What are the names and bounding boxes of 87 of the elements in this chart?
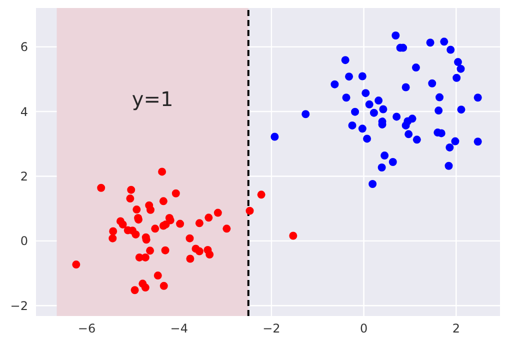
point (132, 206, 141, 214)
point (166, 216, 174, 224)
point (151, 224, 160, 233)
point (444, 162, 453, 170)
point (159, 197, 168, 206)
point (412, 136, 421, 144)
point (302, 110, 310, 118)
point (428, 79, 436, 88)
point (452, 74, 461, 82)
point (370, 108, 378, 117)
point (72, 260, 80, 269)
point (172, 189, 180, 198)
point (270, 132, 279, 141)
point (365, 100, 374, 108)
point (126, 194, 134, 203)
point (388, 158, 397, 166)
x-tick-label: 2 (452, 322, 460, 336)
point (118, 220, 127, 228)
point (141, 284, 150, 292)
point (214, 208, 222, 217)
point (186, 234, 194, 242)
point (348, 121, 356, 130)
point (392, 32, 400, 40)
point (289, 232, 298, 240)
point (246, 206, 254, 215)
point (345, 72, 354, 81)
point (457, 106, 466, 114)
point (436, 93, 444, 102)
point (195, 219, 204, 228)
point (154, 272, 162, 280)
point (392, 112, 401, 121)
point (141, 253, 150, 262)
point (146, 206, 154, 214)
point (257, 190, 266, 199)
point (474, 138, 482, 146)
point (195, 247, 204, 256)
point (161, 246, 170, 254)
point (456, 64, 465, 73)
point (474, 94, 482, 102)
point (132, 230, 140, 238)
point (358, 72, 366, 80)
point (379, 105, 388, 114)
point (341, 56, 350, 64)
point (146, 246, 154, 255)
point (446, 46, 455, 54)
point (204, 214, 213, 222)
point (374, 96, 383, 105)
x-tick-label: −6 (78, 322, 96, 336)
point (404, 130, 413, 138)
point (109, 227, 118, 236)
point (330, 80, 339, 88)
y-tick-label: −2 (10, 298, 28, 313)
point (426, 38, 434, 47)
point (434, 106, 443, 115)
point (342, 94, 350, 102)
point (408, 114, 416, 123)
point (158, 168, 166, 176)
point (222, 224, 231, 233)
x-tick-label: 0 (360, 322, 368, 336)
point (97, 184, 106, 192)
point (130, 286, 139, 294)
point (127, 186, 136, 194)
y-tick-label: 2 (20, 169, 28, 184)
point (380, 152, 389, 160)
y-tick-label: 6 (20, 40, 28, 54)
y-tick-label: 4 (20, 104, 28, 119)
point (378, 164, 386, 172)
point (446, 143, 454, 152)
point (186, 254, 194, 263)
point (440, 38, 448, 46)
point (402, 83, 410, 92)
point (358, 124, 366, 133)
point (451, 137, 460, 146)
x-tick-label: −2 (262, 322, 280, 336)
point (108, 234, 117, 242)
y-tick-label: 0 (20, 234, 28, 248)
point (362, 89, 370, 98)
point (454, 58, 462, 66)
x-tick-label: −4 (170, 322, 188, 336)
band-label: y=1 (132, 87, 174, 112)
point (412, 64, 420, 72)
point (176, 220, 184, 228)
point (363, 134, 372, 143)
point (160, 282, 168, 290)
point (368, 180, 377, 188)
point (206, 250, 214, 259)
point (351, 108, 360, 116)
